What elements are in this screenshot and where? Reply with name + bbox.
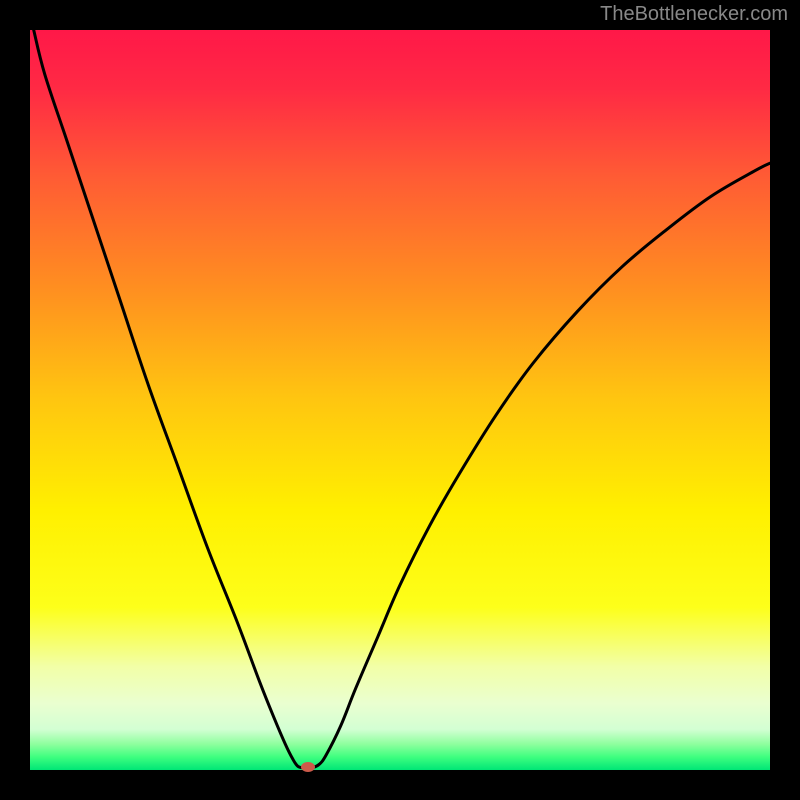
plot-area — [30, 30, 770, 770]
watermark-text: TheBottlenecker.com — [600, 3, 788, 26]
bottleneck-curve — [30, 30, 770, 770]
minimum-marker — [301, 762, 315, 772]
